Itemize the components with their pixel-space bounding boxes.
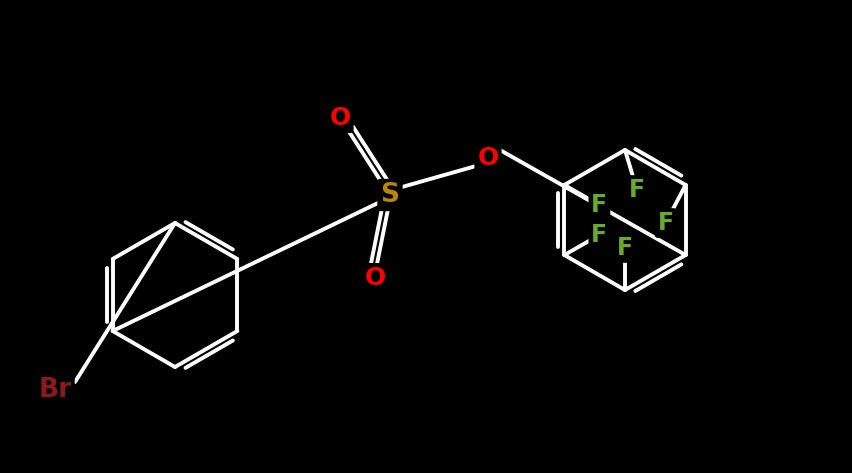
- Text: O: O: [330, 106, 351, 130]
- Text: F: F: [629, 178, 645, 202]
- Text: O: O: [365, 266, 386, 290]
- Text: F: F: [591, 193, 607, 217]
- Text: O: O: [477, 146, 498, 170]
- Text: S: S: [381, 182, 400, 208]
- Text: F: F: [591, 223, 607, 247]
- Text: F: F: [617, 236, 633, 260]
- Text: Br: Br: [38, 377, 72, 403]
- Text: F: F: [658, 211, 674, 235]
